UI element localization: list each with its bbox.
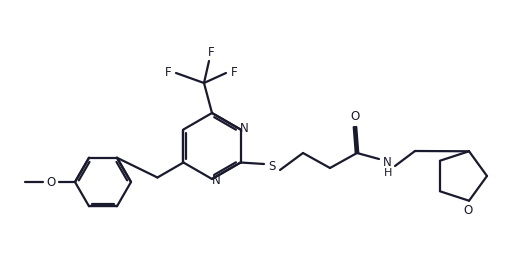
Text: S: S — [268, 161, 276, 173]
Text: H: H — [384, 168, 392, 178]
Text: O: O — [47, 176, 56, 188]
Text: O: O — [351, 111, 359, 124]
Text: O: O — [463, 204, 473, 217]
Text: F: F — [231, 67, 237, 79]
Text: F: F — [165, 67, 171, 79]
Text: N: N — [240, 122, 249, 135]
Text: N: N — [383, 157, 391, 169]
Text: N: N — [212, 173, 221, 186]
Text: F: F — [208, 46, 214, 59]
